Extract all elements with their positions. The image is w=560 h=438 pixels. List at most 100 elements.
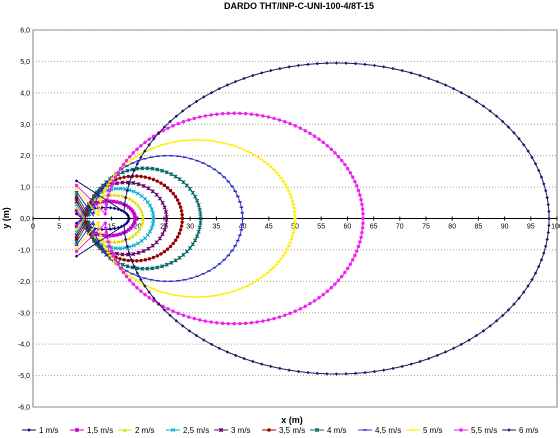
data-point — [272, 116, 276, 121]
data-point — [182, 278, 187, 281]
data-point — [467, 95, 471, 99]
data-point — [355, 184, 359, 188]
data-point — [132, 168, 136, 173]
data-point — [138, 226, 142, 231]
data-point — [139, 258, 143, 263]
data-point — [259, 158, 264, 161]
data-point — [171, 309, 175, 313]
data-point — [202, 95, 206, 99]
data-point — [361, 221, 365, 225]
data-point — [177, 177, 182, 182]
data-point — [215, 112, 219, 116]
data-point — [108, 188, 112, 193]
data-point — [130, 224, 135, 228]
data-point — [156, 279, 160, 282]
data-point — [131, 198, 135, 203]
data-point — [333, 151, 337, 155]
data-point — [164, 262, 169, 267]
data-point — [181, 324, 185, 328]
data-point — [177, 140, 181, 143]
data-point — [74, 212, 79, 216]
data-point — [139, 144, 143, 148]
data-point — [261, 319, 265, 323]
data-point — [104, 186, 108, 189]
data-point — [306, 62, 310, 67]
data-point — [91, 230, 95, 235]
data-point — [232, 111, 236, 115]
data-point — [126, 258, 131, 263]
legend-entry: 5 m/s — [423, 426, 443, 435]
data-point — [151, 217, 156, 222]
data-point — [252, 154, 257, 156]
data-point — [109, 249, 114, 253]
data-point — [266, 163, 270, 166]
data-point — [121, 162, 126, 167]
data-point — [94, 234, 98, 237]
data-point — [221, 141, 225, 144]
data-point — [547, 223, 551, 228]
data-point — [533, 271, 538, 275]
data-point — [164, 214, 169, 219]
data-point — [363, 429, 367, 431]
data-point — [115, 200, 119, 204]
data-point — [190, 242, 195, 247]
data-point — [118, 232, 122, 236]
data-point — [325, 144, 330, 148]
data-point — [127, 217, 131, 222]
data-point — [155, 179, 159, 183]
data-point — [96, 214, 101, 216]
data-point — [507, 428, 511, 432]
data-point — [87, 211, 92, 217]
data-point — [291, 203, 296, 206]
data-point — [160, 144, 164, 146]
data-point — [285, 186, 289, 189]
data-point — [124, 165, 129, 167]
data-point — [267, 428, 271, 432]
data-point — [27, 428, 31, 432]
data-point — [127, 196, 132, 201]
data-point — [111, 253, 116, 258]
data-point — [287, 368, 291, 372]
data-point — [127, 274, 131, 277]
data-point — [271, 168, 276, 171]
data-point — [372, 63, 377, 68]
data-point — [74, 208, 79, 213]
data-point — [334, 61, 339, 65]
data-point — [178, 228, 183, 232]
data-point — [92, 228, 97, 231]
data-point — [101, 199, 105, 204]
data-point — [530, 155, 534, 160]
data-point — [122, 202, 127, 207]
data-point — [243, 111, 248, 116]
data-point — [124, 158, 129, 163]
data-point — [106, 240, 111, 244]
data-point — [220, 321, 225, 326]
y-tick-label: -4,0 — [18, 342, 30, 349]
data-point — [162, 183, 167, 188]
data-point — [239, 206, 244, 209]
data-point — [218, 427, 224, 433]
data-point — [91, 223, 96, 225]
data-point — [139, 155, 143, 160]
y-tick-labels: 6,0 5,0 4,0 3,0 2,0 1,0 0,0 -1,0 -2,0 -3,0 -4,0 -5,… — [18, 28, 30, 412]
data-point — [118, 257, 122, 261]
data-point — [186, 295, 190, 298]
data-point — [114, 251, 120, 256]
data-point — [197, 207, 202, 212]
y-tick-label: 6,0 — [20, 28, 30, 35]
data-point — [118, 176, 122, 180]
data-point — [203, 114, 208, 118]
data-point — [123, 271, 128, 274]
data-point — [97, 200, 102, 205]
data-point — [187, 118, 191, 122]
data-point — [181, 252, 186, 257]
y-tick-label: 4,0 — [20, 90, 30, 97]
data-point — [269, 269, 273, 271]
series — [74, 61, 551, 376]
data-point — [418, 359, 422, 364]
data-point — [194, 296, 199, 298]
y-tick-label: -2,0 — [18, 279, 30, 286]
data-point — [120, 238, 125, 243]
data-point — [277, 174, 281, 177]
data-point — [168, 244, 173, 249]
